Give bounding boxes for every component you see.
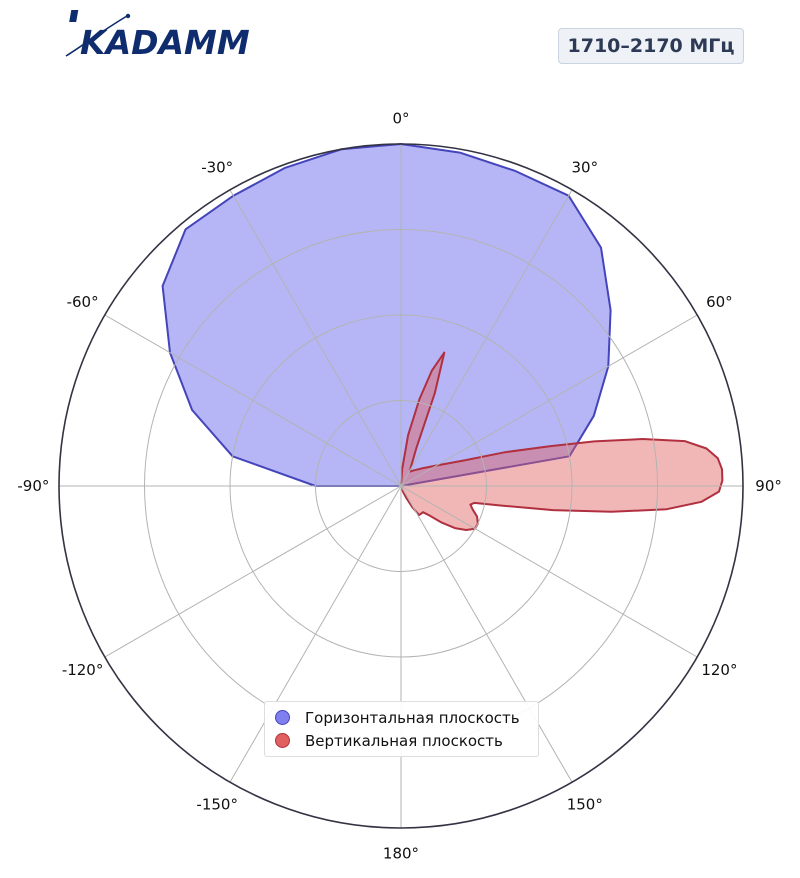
grid-spoke [229, 189, 402, 487]
legend-label-vertical: Вертикальная плоскость [305, 731, 503, 750]
grid-spoke [400, 189, 573, 487]
grid-spoke [400, 314, 698, 487]
logo-mark [69, 10, 79, 22]
angle-tick-label: 180° [383, 845, 419, 863]
grid-spoke [400, 485, 573, 783]
logo-swoosh [65, 15, 128, 57]
series-horizontal-plane [161, 143, 612, 487]
legend-label-horizontal: Горизонтальная плоскость [305, 708, 520, 727]
angle-tick-label: 60° [706, 293, 733, 311]
angle-tick-label: -150° [196, 795, 238, 813]
angle-tick-label: 90° [755, 477, 782, 495]
grid-spoke [229, 485, 402, 783]
legend-swatch-vertical [275, 733, 290, 748]
logo-graphic: KADAMM [65, 10, 250, 62]
kadamm-logo: KADAMM [62, 6, 267, 62]
frequency-label: 1710–2170 МГц [567, 35, 735, 57]
legend-item-horizontal: Горизонтальная плоскость [275, 706, 528, 729]
series-layer [161, 143, 724, 531]
legend-item-vertical: Вертикальная плоскость [275, 729, 528, 752]
angle-ticks: 0° 30° 60° 90° 120° 150° 180° -150° -120° -90° -60… [17, 109, 781, 862]
angle-tick-label: -30° [201, 159, 233, 177]
angle-tick-label: 30° [572, 159, 599, 177]
legend: Горизонтальная плоскость Вертикальная пл… [264, 701, 539, 757]
frequency-badge: 1710–2170 МГц [558, 28, 744, 64]
grid-spoke [104, 485, 402, 658]
legend-swatch-horizontal [275, 710, 290, 725]
logo-text: KADAMM [80, 23, 250, 62]
angle-tick-label: 120° [701, 661, 737, 679]
angle-tick-label: -120° [62, 661, 104, 679]
angle-tick-label: -90° [17, 477, 49, 495]
polar-frame [58, 143, 744, 829]
grid-spoke [400, 485, 698, 658]
angle-tick-label: 0° [392, 109, 409, 127]
logo-dot [125, 13, 131, 19]
grid-spoke [104, 314, 402, 487]
angle-tick-label: 150° [567, 795, 603, 813]
angle-tick-label: -60° [67, 293, 99, 311]
